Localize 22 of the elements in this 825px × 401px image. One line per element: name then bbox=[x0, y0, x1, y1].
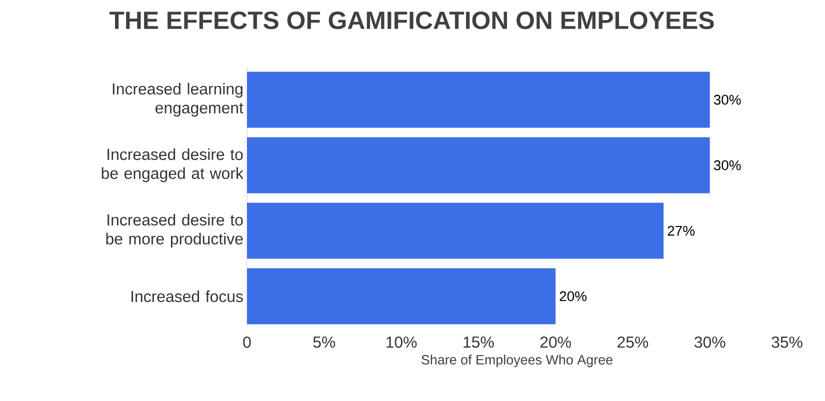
x-tick-label: 35% bbox=[772, 336, 802, 348]
x-tick-label: 10% bbox=[386, 336, 417, 348]
x-tick-label: 15% bbox=[464, 336, 494, 348]
y-tick-label: Increased learning engagement bbox=[112, 82, 244, 117]
bar bbox=[247, 268, 556, 324]
data-label: 20% bbox=[560, 291, 587, 302]
bar bbox=[247, 202, 664, 259]
data-label: 30% bbox=[714, 94, 741, 105]
x-tick-label: 0 bbox=[243, 336, 251, 348]
x-tick-label: 20% bbox=[540, 336, 571, 348]
data-label: 30% bbox=[714, 160, 741, 170]
bar bbox=[247, 72, 710, 128]
x-tick-label: 25% bbox=[618, 336, 648, 348]
y-tick-label: Increased desire to be engaged at work bbox=[102, 148, 244, 182]
chart-title: THE EFFECTS OF GAMIFICATION ON EMPLOYEES bbox=[109, 12, 714, 30]
y-tick-label: Increased focus bbox=[132, 290, 243, 302]
x-tick-label: 5% bbox=[313, 336, 336, 348]
bar bbox=[247, 137, 710, 194]
x-axis-title: Share of Employees Who Agree bbox=[422, 354, 612, 368]
x-tick-label: 30% bbox=[694, 336, 726, 348]
y-tick-label: Increased desire to be more productive bbox=[106, 214, 243, 248]
data-label: 27% bbox=[668, 226, 695, 236]
